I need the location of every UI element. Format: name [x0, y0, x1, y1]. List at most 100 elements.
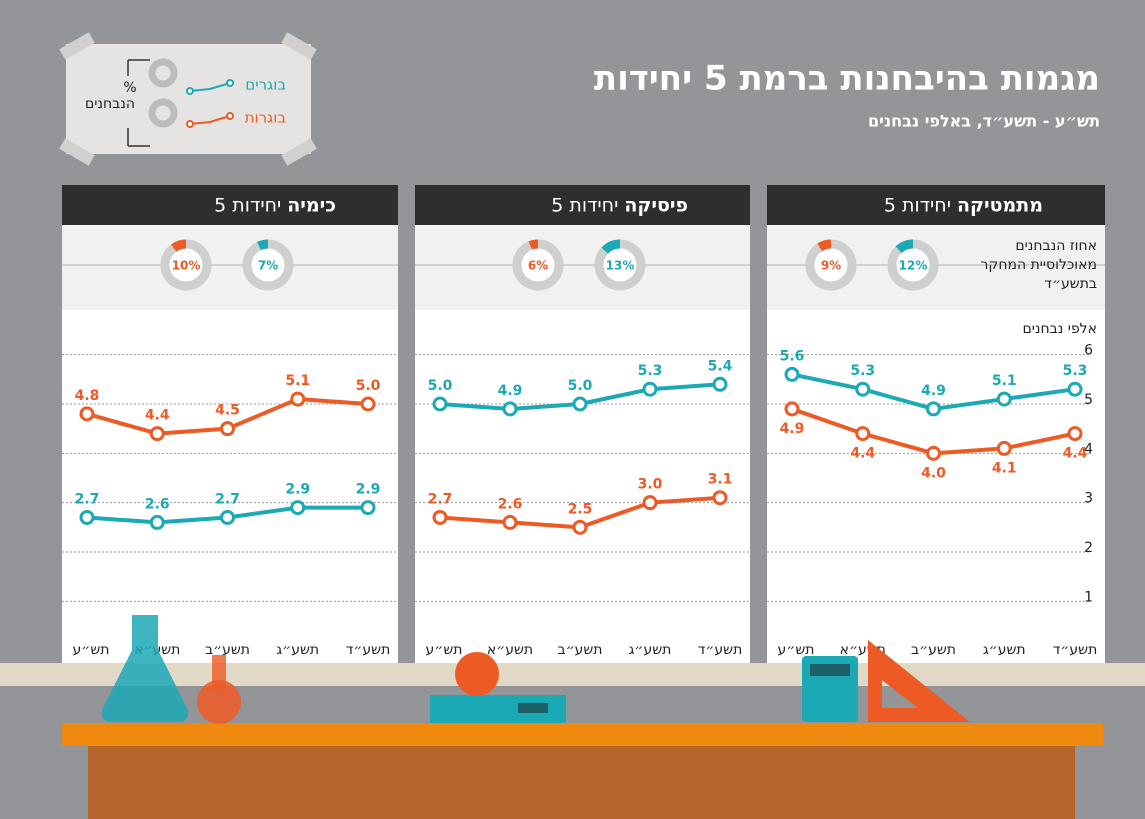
data-point: [786, 403, 798, 415]
data-label: 2.7: [428, 491, 453, 507]
share-caption: אחוז הנבחנים: [1015, 238, 1097, 254]
data-point: [362, 398, 374, 410]
data-label: 4.1: [992, 460, 1017, 476]
data-point: [1069, 428, 1081, 440]
data-point: [998, 442, 1010, 454]
data-point: [928, 447, 940, 459]
data-point: [222, 423, 234, 435]
data-point: [574, 398, 586, 410]
y-tick-label: 1: [1084, 589, 1093, 605]
data-label: 2.6: [498, 496, 523, 512]
donut-arc: [820, 244, 831, 247]
x-tick-label: תשע״ב: [205, 642, 250, 658]
data-label: 3.1: [708, 472, 733, 488]
legend-label: בוגרים: [245, 76, 286, 94]
data-label: 3.0: [638, 477, 663, 493]
data-label: 5.1: [992, 373, 1017, 389]
data-label: 2.9: [285, 482, 310, 498]
data-point: [928, 403, 940, 415]
data-label: 5.6: [780, 348, 805, 364]
data-point: [151, 428, 163, 440]
data-point: [857, 428, 869, 440]
data-label: 2.6: [145, 496, 170, 512]
data-point: [151, 516, 163, 528]
desk-top: [62, 723, 1103, 746]
y-axis-label: אלפי נבחנים: [1022, 321, 1097, 337]
x-tick-label: תשע״ב: [557, 642, 602, 658]
data-point: [292, 502, 304, 514]
data-point: [714, 492, 726, 504]
data-point: [362, 502, 374, 514]
data-point: [434, 511, 446, 523]
data-point: [1069, 383, 1081, 395]
data-label: 4.4: [145, 408, 170, 424]
data-label: 4.0: [921, 465, 946, 481]
y-tick-label: 5: [1084, 392, 1093, 408]
donut-label: 7%: [258, 259, 278, 273]
x-tick-label: תשע״א: [487, 642, 533, 658]
share-caption: בתשע״ד: [1044, 276, 1097, 292]
data-label: 4.9: [498, 383, 523, 399]
title: מגמות בהיבחנות ברמת 5 יחידות: [594, 59, 1100, 99]
x-tick-label: תשע״ג: [983, 642, 1026, 658]
data-label: 5.0: [568, 378, 593, 394]
x-tick-label: תשע״ג: [629, 642, 672, 658]
panel-title: מתמטיקה: [957, 195, 1043, 217]
x-tick-label: תש״ע: [73, 642, 110, 658]
x-tick-label: תשע״ג: [276, 642, 319, 658]
subtitle: תש״ע - תשע״ד, באלפי נבחנים: [868, 112, 1100, 131]
data-point: [292, 393, 304, 405]
data-label: 4.9: [921, 383, 946, 399]
y-tick-label: 3: [1084, 491, 1093, 507]
data-point: [998, 393, 1010, 405]
donut-label: 6%: [528, 259, 548, 273]
y-tick-label: 6: [1084, 343, 1093, 359]
panel-subtitle: 5 יחידות: [214, 195, 281, 217]
panel-subtitle: 5 יחידות: [551, 195, 618, 217]
legend-marker: [187, 121, 193, 127]
data-point: [81, 511, 93, 523]
round-flask: [197, 680, 241, 724]
apple: [455, 652, 499, 696]
legend-marker: [187, 88, 193, 94]
donut-arc: [259, 244, 268, 246]
donut-label: 9%: [821, 259, 841, 273]
donut-label: 12%: [899, 259, 928, 273]
desk-body: [88, 746, 1075, 819]
panel-title: פיסיקה: [624, 195, 688, 217]
donut-band: [62, 225, 398, 310]
calculator-screen: [810, 664, 850, 676]
data-label: 2.5: [568, 501, 593, 517]
data-label: 5.3: [1063, 363, 1088, 379]
x-tick-label: תש״ע: [426, 642, 463, 658]
data-label: 5.0: [356, 378, 381, 394]
infographic: מגמות בהיבחנות ברמת 5 יחידות תש״ע - תשע״…: [0, 0, 1145, 819]
data-label: 5.3: [850, 363, 875, 379]
donut-band: [415, 225, 750, 310]
legend-label: בוגרות: [245, 109, 287, 127]
data-label: 5.4: [708, 358, 733, 374]
data-point: [81, 408, 93, 420]
data-label: 4.9: [780, 421, 805, 437]
data-label: 2.7: [75, 491, 100, 507]
donut-label: 10%: [172, 259, 201, 273]
panel-title: כימיה: [287, 195, 336, 217]
data-label: 4.8: [75, 388, 100, 404]
data-label: 5.0: [428, 378, 453, 394]
data-point: [504, 403, 516, 415]
data-label: 4.4: [1063, 446, 1088, 462]
data-point: [644, 383, 656, 395]
x-tick-label: תשע״ד: [1053, 642, 1098, 658]
x-tick-label: תשע״ד: [346, 642, 391, 658]
data-point: [786, 368, 798, 380]
legend-marker: [227, 113, 233, 119]
donut-arc: [174, 244, 186, 248]
panel-subtitle: 5 יחידות: [884, 195, 951, 217]
x-tick-label: תשע״ד: [698, 642, 743, 658]
data-point: [714, 378, 726, 390]
panel: כימיה5 יחידות7%10%תש״עתשע״אתשע״בתשע״גתשע…: [62, 185, 398, 663]
